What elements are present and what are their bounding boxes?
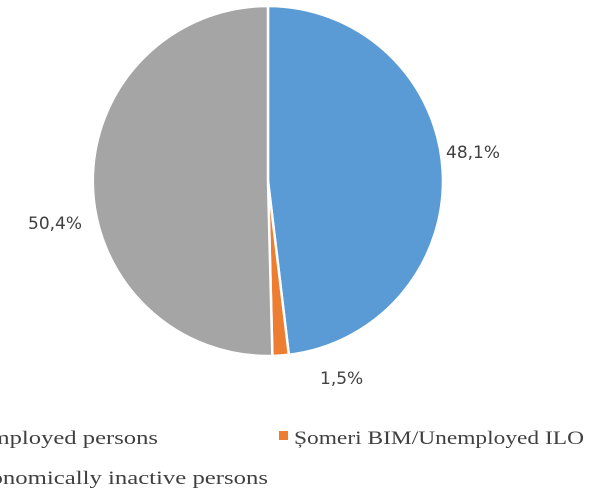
pie-slices xyxy=(91,4,445,358)
data-label-unemployed: 1,5% xyxy=(320,369,363,389)
legend-text-inactive: ...onomically inactive persons xyxy=(0,468,268,489)
legend-text-employed: ...mployed persons xyxy=(0,428,158,449)
pie-slice-employed xyxy=(266,4,445,356)
pie-slice-inactive xyxy=(91,4,274,358)
legend-swatch-unemployed xyxy=(279,431,288,440)
legend: ...mployed persons Șomeri BIM/Unemployed… xyxy=(0,428,584,489)
data-label-employed: 48,1% xyxy=(446,143,500,163)
legend-text-unemployed: Șomeri BIM/Unemployed ILO xyxy=(294,428,584,449)
data-label-inactive: 50,4% xyxy=(28,214,82,234)
